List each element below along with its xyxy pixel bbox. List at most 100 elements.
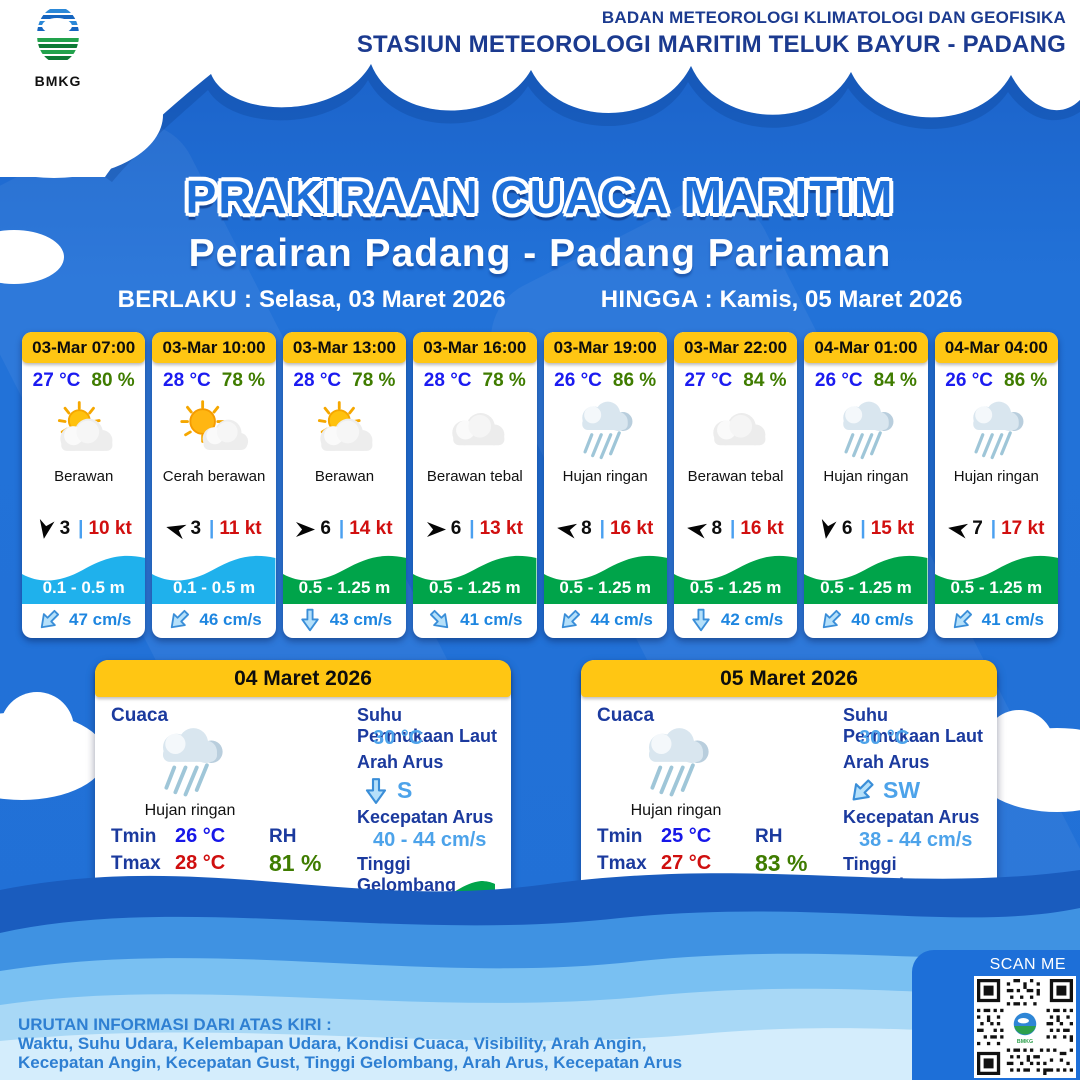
valid-until-label: HINGGA :	[600, 286, 713, 313]
weather-description: Berawan tebal	[687, 468, 784, 485]
daily-weather-description: Hujan ringan	[630, 802, 722, 819]
hourly-card: 03-Mar 10:00 28 °C 78 % Cerah berawan 3 | 1…	[152, 332, 276, 638]
wave-height-band: 0.5 - 1.25 m	[282, 548, 407, 604]
air-temperature: 26 °C	[554, 370, 602, 391]
wind-speed: 14 kt	[349, 518, 393, 539]
footer-legend-line3: Kecepatan Angin, Kecepatan Gust, Tinggi …	[18, 1053, 683, 1072]
wind-speed: 17 kt	[1001, 518, 1045, 539]
visibility-value: 6	[450, 518, 462, 539]
tmax-label: Tmax	[597, 852, 647, 874]
wind-direction-icon	[556, 520, 577, 538]
current-speed: 46 cm/s	[199, 610, 262, 629]
rh-label: RH	[269, 825, 297, 847]
weather-description: Hujan ringan	[562, 468, 648, 485]
weather-icon	[804, 394, 927, 468]
wave-height: 0.5 - 1.25 m	[559, 578, 652, 597]
weather-icon	[283, 394, 406, 468]
wave-height-band: 0.5 - 1.25 m	[413, 548, 537, 604]
weather-description: Berawan	[54, 468, 114, 485]
rh-value: 83 %	[755, 850, 808, 876]
valid-until: HINGGA : Kamis, 05 Maret 2026	[601, 286, 963, 314]
wind-direction-icon	[296, 522, 315, 537]
forecast-time: 03-Mar 22:00	[673, 332, 798, 363]
current-direction-icon	[361, 776, 391, 806]
visibility-value: 3	[59, 518, 71, 539]
header-wave	[0, 0, 1080, 182]
wave-height-band: 0.5 - 1.25 m	[934, 548, 1058, 604]
current-speed: 44 cm/s	[590, 610, 653, 629]
valid-from-value: Selasa, 03 Maret 2026	[258, 286, 506, 313]
air-temperature: 28 °C	[163, 370, 211, 391]
page-subtitle: Perairan Padang - Padang Pariaman	[188, 232, 892, 275]
current-speed: 40 cm/s	[851, 610, 914, 629]
separator: |	[338, 518, 345, 539]
weather-icon	[22, 394, 145, 468]
hourly-card: 04-Mar 01:00 26 °C 84 % Hujan ringan 6 | 15…	[804, 332, 928, 638]
sea-surface-temp-value: 30 °C	[373, 727, 424, 749]
org-name: BADAN METEOROLOGI KLIMATOLOGI DAN GEOFIS…	[601, 8, 1066, 27]
current-speed: 43 cm/s	[329, 610, 393, 629]
weather-icon	[152, 394, 275, 468]
sea-surface-temp-value: 30 °C	[859, 727, 910, 749]
separator: |	[730, 518, 736, 539]
current-speed: 42 cm/s	[720, 610, 784, 629]
wave-height: 0.1 - 0.5 m	[42, 578, 125, 597]
current-direction-icon	[943, 602, 980, 638]
visibility-value: 8	[581, 518, 592, 539]
footer-legend-heading: URUTAN INFORMASI DARI ATAS KIRI :	[18, 1015, 332, 1034]
current-direction-icon	[31, 602, 68, 638]
valid-from: BERLAKU : Selasa, 03 Maret 2026	[118, 286, 506, 314]
tmax-value: 28 °C	[175, 852, 226, 874]
daily-date: 05 Maret 2026	[581, 660, 997, 697]
forecast-time: 03-Mar 10:00	[152, 332, 276, 363]
weather-label: Cuaca	[597, 705, 655, 726]
air-temperature: 26 °C	[945, 370, 994, 391]
tmin-value: 25 °C	[661, 825, 712, 847]
current-speed-value: 40 - 44 cm/s	[373, 829, 487, 851]
current-direction-icon	[422, 602, 459, 638]
weather-description: Hujan ringan	[953, 468, 1039, 485]
wind-direction-icon	[165, 519, 187, 538]
weather-description: Berawan tebal	[426, 468, 523, 485]
daily-date: 04 Maret 2026	[95, 660, 511, 697]
bmkg-logo: BMKG	[18, 4, 98, 89]
valid-from-label: BERLAKU :	[117, 286, 253, 313]
wave-height-band: 0.1 - 0.5 m	[22, 548, 146, 604]
air-temperature: 27 °C	[684, 370, 733, 391]
separator: |	[469, 518, 475, 539]
forecast-time: 03-Mar 16:00	[413, 332, 537, 363]
hourly-card: 03-Mar 19:00 26 °C 86 % Hujan ringan 8 | 16…	[543, 332, 667, 638]
wave-height: 0.1 - 0.5 m	[172, 578, 256, 597]
wave-height-band: 0.5 - 1.25 m	[543, 548, 667, 604]
tmax-label: Tmax	[111, 852, 161, 874]
footer-waves	[0, 870, 1080, 1080]
current-direction-label: Arah Arus	[357, 752, 444, 772]
org-header: BADAN METEOROLOGI KLIMATOLOGI DAN GEOFIS…	[357, 8, 1066, 59]
sea-surface-temp-label: Suhu Permukaan Laut	[357, 705, 498, 746]
wind-speed: 16 kt	[609, 518, 654, 539]
wind-speed: 15 kt	[870, 518, 915, 539]
hourly-card: 03-Mar 07:00 27 °C 80 % Berawan 3 | 10 kt 0…	[22, 332, 146, 638]
svg-text:BMKG: BMKG	[1017, 1039, 1033, 1045]
weather-icon	[544, 394, 667, 468]
validity-period: BERLAKU : Selasa, 03 Maret 2026 HINGGA :…	[0, 286, 1080, 314]
hourly-card: 04-Mar 04:00 26 °C 86 % Hujan ringan 7 | 17…	[934, 332, 1058, 638]
forecast-time: 03-Mar 07:00	[22, 332, 146, 363]
weather-icon	[413, 394, 536, 468]
weather-description: Hujan ringan	[823, 468, 909, 485]
weather-label: Cuaca	[111, 705, 169, 726]
current-speed-label: Kecepatan Arus	[357, 807, 494, 827]
tmin-label: Tmin	[597, 825, 643, 847]
humidity: 86 %	[612, 370, 657, 391]
weather-icon	[674, 394, 797, 468]
current-speed-value: 38 - 44 cm/s	[859, 829, 973, 851]
bmkg-logo-text: BMKG	[34, 73, 82, 89]
wind-speed: 16 kt	[740, 518, 784, 539]
tmin-label: Tmin	[111, 825, 157, 847]
footer-legend-line2: Waktu, Suhu Udara, Kelembapan Udara, Kon…	[18, 1034, 647, 1053]
current-direction-icon	[552, 602, 589, 638]
forecast-time: 04-Mar 04:00	[934, 332, 1058, 363]
qr-panel: SCAN ME	[912, 950, 1080, 1080]
wind-direction-icon	[947, 520, 968, 538]
current-speed: 41 cm/s	[981, 610, 1044, 629]
